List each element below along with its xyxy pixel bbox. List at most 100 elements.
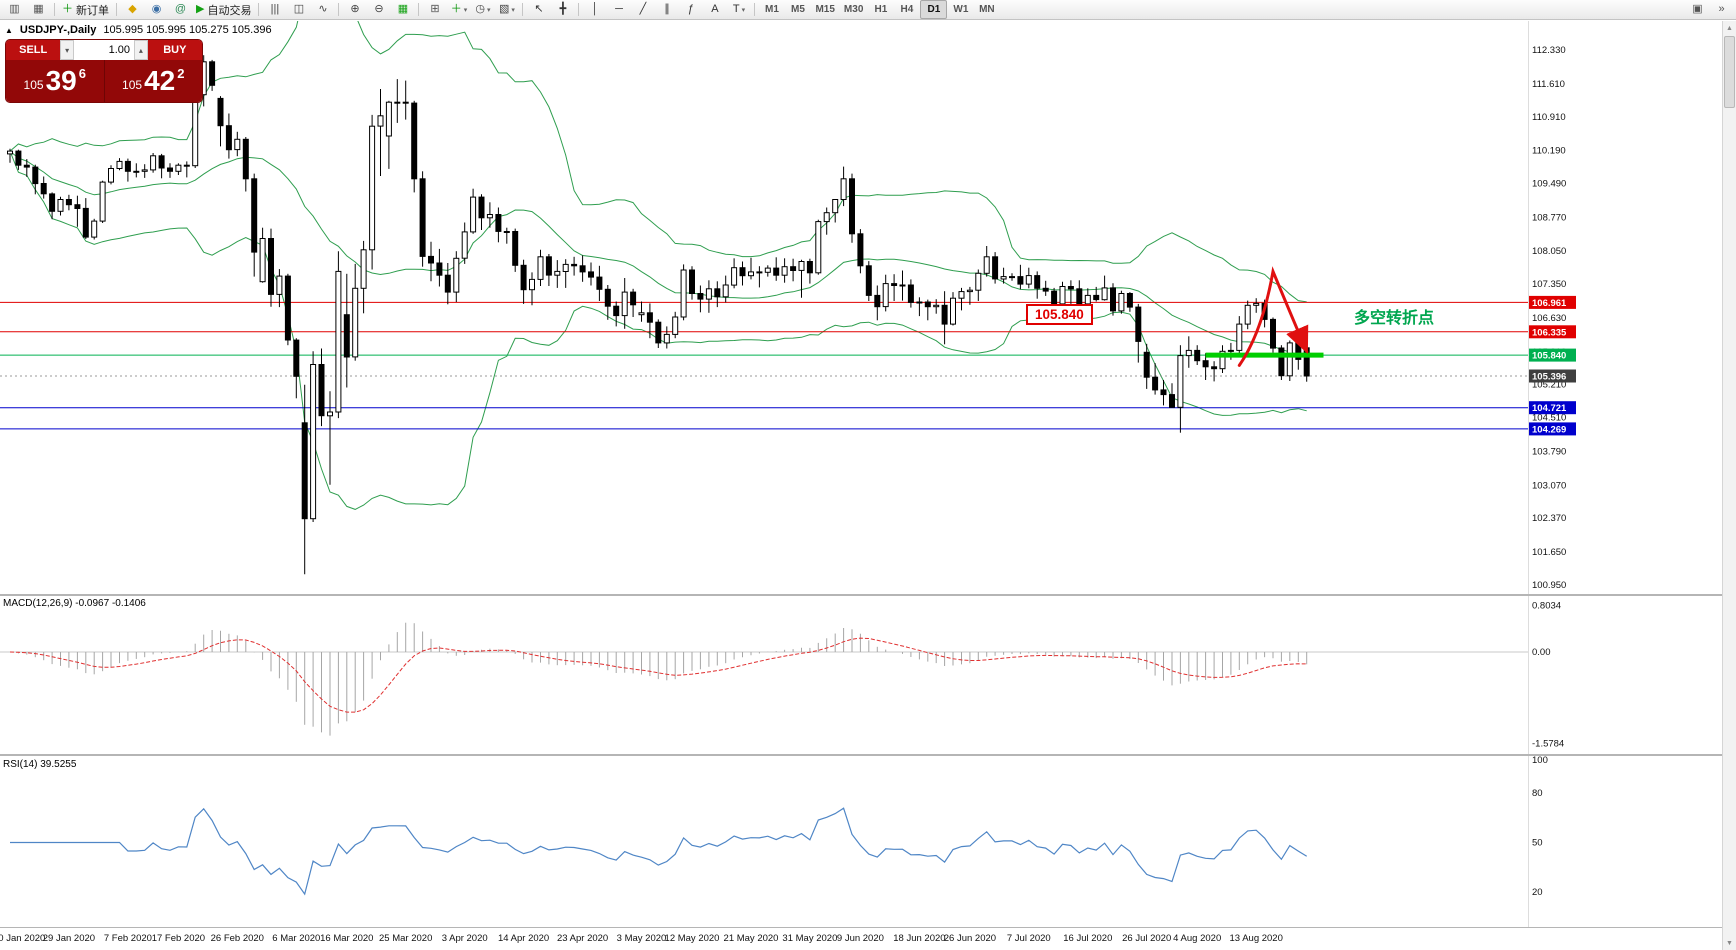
volume-increase-button[interactable]: ▴	[134, 40, 148, 60]
tf-m15-button[interactable]: M15	[811, 1, 838, 18]
channel-icon[interactable]: ∥	[655, 1, 678, 18]
svg-text:106.630: 106.630	[1532, 313, 1566, 324]
toolbar-sep	[418, 3, 420, 16]
horizontal-line-icon[interactable]: ─	[607, 1, 630, 18]
arrows-tool-icon-dropdown[interactable]: ▾	[741, 6, 746, 14]
zoom-out-icon[interactable]: ⊖	[367, 1, 390, 18]
sc-up-icon[interactable]: ▲	[1726, 24, 1733, 32]
svg-text:7 Jul 2020: 7 Jul 2020	[1007, 933, 1051, 944]
buy-price-sup: 2	[177, 65, 185, 81]
tf-m1-button[interactable]: M1	[759, 1, 784, 18]
overflow-icon[interactable]: »	[1710, 1, 1733, 18]
tf-w1-button[interactable]: W1	[948, 1, 973, 18]
tf-h1-button[interactable]: H1	[868, 1, 893, 18]
navigator-icon[interactable]: @	[169, 1, 192, 18]
templates-icon[interactable]: ▧ ▾	[495, 1, 518, 18]
cursor-icon: ↖	[534, 3, 544, 15]
sell-button[interactable]: SELL	[6, 40, 61, 60]
data-window-icon[interactable]: ◉	[145, 1, 168, 18]
svg-text:3 Apr 2020: 3 Apr 2020	[442, 933, 488, 944]
svg-text:31 May 2020: 31 May 2020	[782, 933, 837, 944]
macd-label: MACD(12,26,9) -0.0967 -0.1406	[3, 598, 146, 609]
svg-text:3 May 2020: 3 May 2020	[617, 933, 667, 944]
templates-icon-dropdown[interactable]: ▾	[511, 6, 515, 14]
zoom-in-icon[interactable]: ⊕	[343, 1, 366, 18]
turning-point-label[interactable]: 多空转折点	[1354, 310, 1435, 327]
panel-separator[interactable]	[0, 594, 1736, 596]
scrollbar-thumb[interactable]	[1724, 36, 1735, 108]
svg-text:100.950: 100.950	[1532, 580, 1566, 591]
tf-h1-button-label: H1	[874, 4, 888, 15]
new-order-button[interactable]: ＋新订单	[59, 1, 112, 18]
arrows-tool-icon[interactable]: T ▾	[727, 1, 750, 18]
vertical-scrollbar[interactable]: ▲ ▼	[1722, 21, 1736, 950]
indicators-icon[interactable]: ＋ ▾	[447, 1, 470, 18]
indicators-icon: ＋	[450, 3, 462, 15]
bar-chart-icon[interactable]: |||	[263, 1, 286, 18]
svg-text:104.269: 104.269	[1532, 424, 1566, 435]
periods-icon-dropdown[interactable]: ▾	[487, 6, 491, 14]
svg-text:103.790: 103.790	[1532, 447, 1566, 458]
vertical-line-icon[interactable]: │	[583, 1, 606, 18]
tf-m5-button[interactable]: M5	[785, 1, 810, 18]
tf-m15-button-label: M15	[815, 4, 835, 15]
ohlc-values: 105.995 105.995 105.275 105.396	[103, 24, 272, 36]
chart-header: ▲ USDJPY-,Daily 105.995 105.995 105.275 …	[5, 24, 272, 36]
svg-text:111.610: 111.610	[1532, 79, 1565, 90]
zoom-in-icon: ⊕	[350, 3, 360, 15]
svg-text:104.721: 104.721	[1532, 403, 1567, 414]
line-chart-icon[interactable]: ∿	[311, 1, 334, 18]
new-chart-icon[interactable]: ▥	[3, 1, 26, 18]
fibonacci-icon[interactable]: ƒ	[679, 1, 702, 18]
line-chart-icon: ∿	[318, 3, 328, 15]
trendline-icon[interactable]: ╱	[631, 1, 654, 18]
tf-mn-button[interactable]: MN	[974, 1, 999, 18]
tf-m30-button[interactable]: M30	[840, 1, 867, 18]
svg-text:17 Feb 2020: 17 Feb 2020	[152, 933, 205, 944]
volume-input[interactable]	[74, 40, 134, 60]
buy-button[interactable]: BUY	[147, 40, 202, 60]
navigator-icon: @	[174, 3, 187, 15]
tile-windows-icon[interactable]: ▦	[391, 1, 414, 18]
panel-separator[interactable]	[0, 754, 1736, 756]
svg-text:20: 20	[1532, 887, 1543, 898]
sell-price[interactable]: 105 39 6	[6, 60, 104, 102]
sell-price-big: 39	[45, 65, 77, 96]
profiles-icon[interactable]: ▦	[27, 1, 50, 18]
auto-arrange-icon[interactable]: ⊞	[423, 1, 446, 18]
toolbar-sep	[522, 3, 524, 16]
text-tool-icon: A	[711, 3, 719, 15]
market-watch-icon[interactable]: ◆	[121, 1, 144, 18]
svg-text:0.00: 0.00	[1532, 647, 1551, 658]
tf-d1-button[interactable]: D1	[920, 0, 948, 19]
crosshair-icon[interactable]: ╋	[551, 1, 574, 18]
text-tool-icon[interactable]: A	[703, 1, 726, 18]
cursor-icon[interactable]: ↖	[527, 1, 550, 18]
svg-text:9 Jun 2020: 9 Jun 2020	[837, 933, 884, 944]
market-watch-icon: ◆	[128, 3, 137, 15]
svg-text:112.330: 112.330	[1532, 45, 1566, 56]
price-annotation-box[interactable]: 105.840	[1026, 304, 1093, 325]
autotrading-button[interactable]: ▶ 自动交易	[193, 1, 254, 18]
svg-text:25 Mar 2020: 25 Mar 2020	[379, 933, 432, 944]
candlestick-chart-icon[interactable]: ◫	[287, 1, 310, 18]
indicators-icon-dropdown[interactable]: ▾	[463, 6, 468, 14]
buy-price[interactable]: 105 42 2	[105, 60, 203, 102]
svg-text:50: 50	[1532, 838, 1543, 849]
tf-h4-button[interactable]: H4	[894, 1, 919, 18]
tile-windows-icon: ▦	[397, 3, 409, 15]
svg-text:108.770: 108.770	[1532, 212, 1566, 223]
svg-text:105.210: 105.210	[1532, 380, 1566, 391]
autotrading-button-label: 自动交易	[207, 4, 252, 17]
sc-down-icon[interactable]: ▼	[1726, 939, 1733, 947]
svg-text:110.190: 110.190	[1532, 146, 1566, 157]
printer-icon[interactable]: ▣	[1686, 1, 1709, 18]
volume-decrease-button[interactable]: ▾	[60, 40, 74, 60]
symbol-title: USDJPY-,Daily	[19, 24, 97, 36]
svg-text:12 May 2020: 12 May 2020	[665, 933, 720, 944]
candlestick-chart-icon: ◫	[293, 3, 305, 15]
svg-text:110.910: 110.910	[1532, 112, 1566, 123]
new-chart-icon: ▥	[9, 3, 20, 15]
periods-icon[interactable]: ◷ ▾	[471, 1, 494, 18]
